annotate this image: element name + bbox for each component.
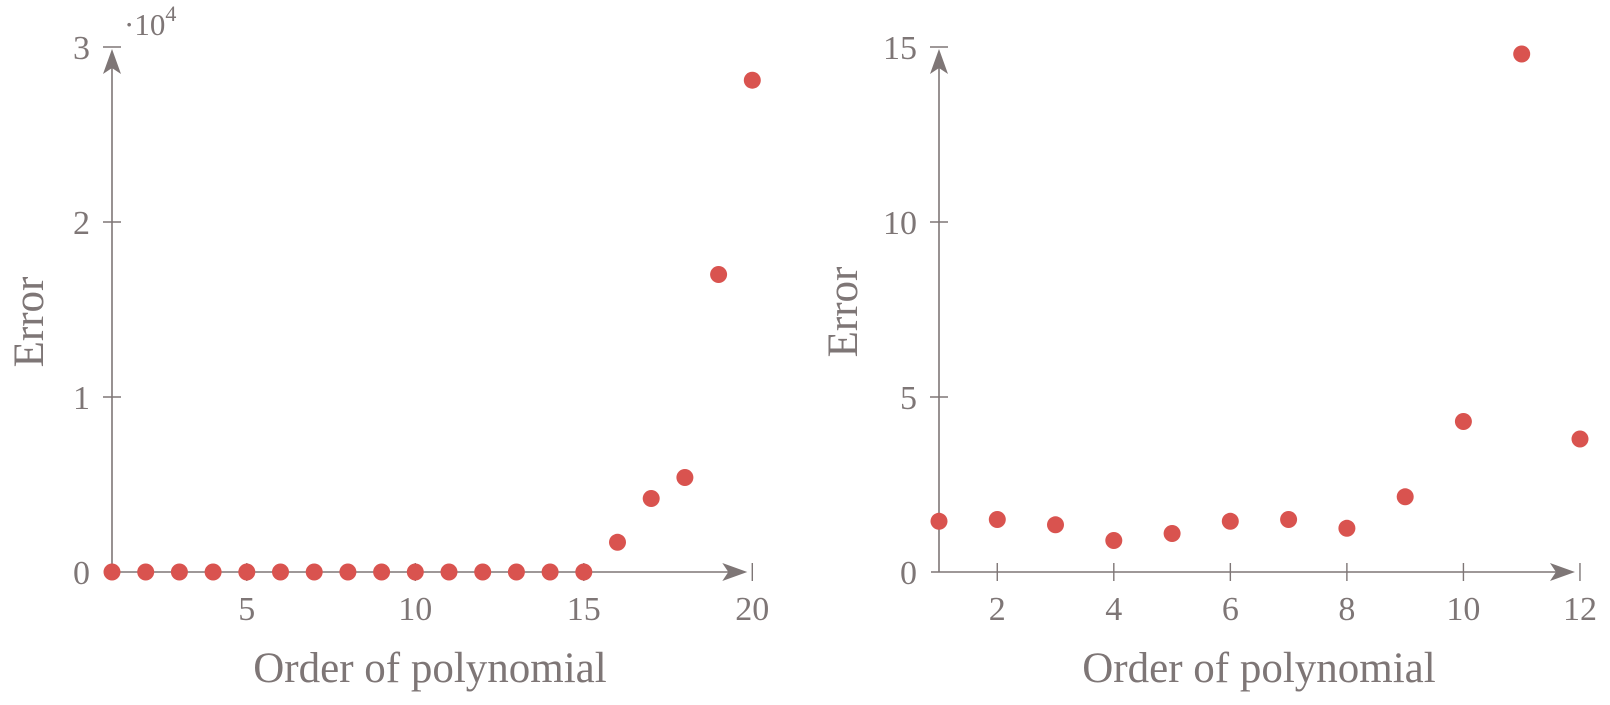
data-point: [440, 563, 458, 581]
data-point: [272, 563, 289, 581]
data-point: [373, 563, 391, 581]
data-point: [507, 563, 525, 581]
y-axis-arrowhead-icon: [103, 49, 121, 74]
x-axis-arrowhead-icon: [1549, 563, 1575, 581]
data-point: [103, 563, 121, 581]
data-point: [541, 563, 559, 581]
x-tick-label: 20: [735, 591, 769, 628]
data-point: [1513, 45, 1531, 63]
right-chart: 2 4 6 8 10 12 0 5 10 15 Order of polynomial Error: [820, 30, 1597, 692]
x-tick-label: 6: [1222, 591, 1239, 628]
data-point: [204, 563, 222, 581]
data-point: [609, 533, 626, 551]
x-axis-title: Order of polynomial: [1082, 645, 1436, 692]
x-tick-label: 2: [989, 591, 1006, 628]
data-point: [1047, 516, 1064, 534]
data-point: [1163, 525, 1181, 542]
y-axis-arrowhead-icon: [930, 49, 948, 74]
data-point: [642, 490, 660, 507]
data-point: [1571, 430, 1589, 448]
data-point: [988, 511, 1006, 528]
x-axis-title: Order of polynomial: [253, 645, 607, 692]
data-point: [1221, 512, 1239, 530]
data-point: [474, 563, 492, 581]
y-tick-label: 0: [900, 555, 917, 592]
y-axis-title: Error: [820, 267, 867, 358]
y-axis-multiplier: ·104: [124, 1, 176, 42]
data-point: [137, 563, 155, 581]
data-point: [930, 512, 948, 530]
x-axis-arrowhead-icon: [722, 563, 748, 581]
x-tick-label: 4: [1105, 591, 1122, 628]
data-point: [1280, 511, 1298, 528]
y-tick-label: 5: [900, 380, 917, 417]
y-tick-label: 3: [73, 30, 90, 67]
data-point: [1338, 519, 1356, 537]
x-tick-label: 10: [1446, 591, 1480, 628]
x-tick-label: 8: [1338, 591, 1355, 628]
x-tick-label: 12: [1563, 591, 1597, 628]
x-tick-label: 10: [398, 591, 432, 628]
y-tick-label: 10: [883, 205, 917, 242]
data-point: [339, 563, 357, 581]
data-point: [743, 71, 761, 89]
data-point: [406, 563, 424, 581]
y-axis-title: Error: [6, 277, 53, 368]
data-point: [305, 563, 323, 581]
data-point: [1396, 488, 1414, 506]
x-tick-label: 5: [238, 591, 255, 628]
data-point: [1454, 413, 1472, 430]
data-point: [676, 469, 694, 486]
data-point: [575, 563, 593, 581]
data-point: [238, 563, 256, 581]
x-tick-label: 15: [567, 591, 601, 628]
data-point: [170, 563, 188, 581]
left-chart: 5 10 15 20 0 1 2 3 Order of polynomial Error ·104: [6, 1, 769, 692]
data-point: [1105, 532, 1123, 549]
data-point: [710, 266, 728, 283]
y-tick-label: 2: [73, 205, 90, 242]
y-tick-label: 0: [73, 555, 90, 592]
y-tick-label: 15: [883, 30, 917, 67]
y-tick-label: 1: [73, 380, 90, 417]
